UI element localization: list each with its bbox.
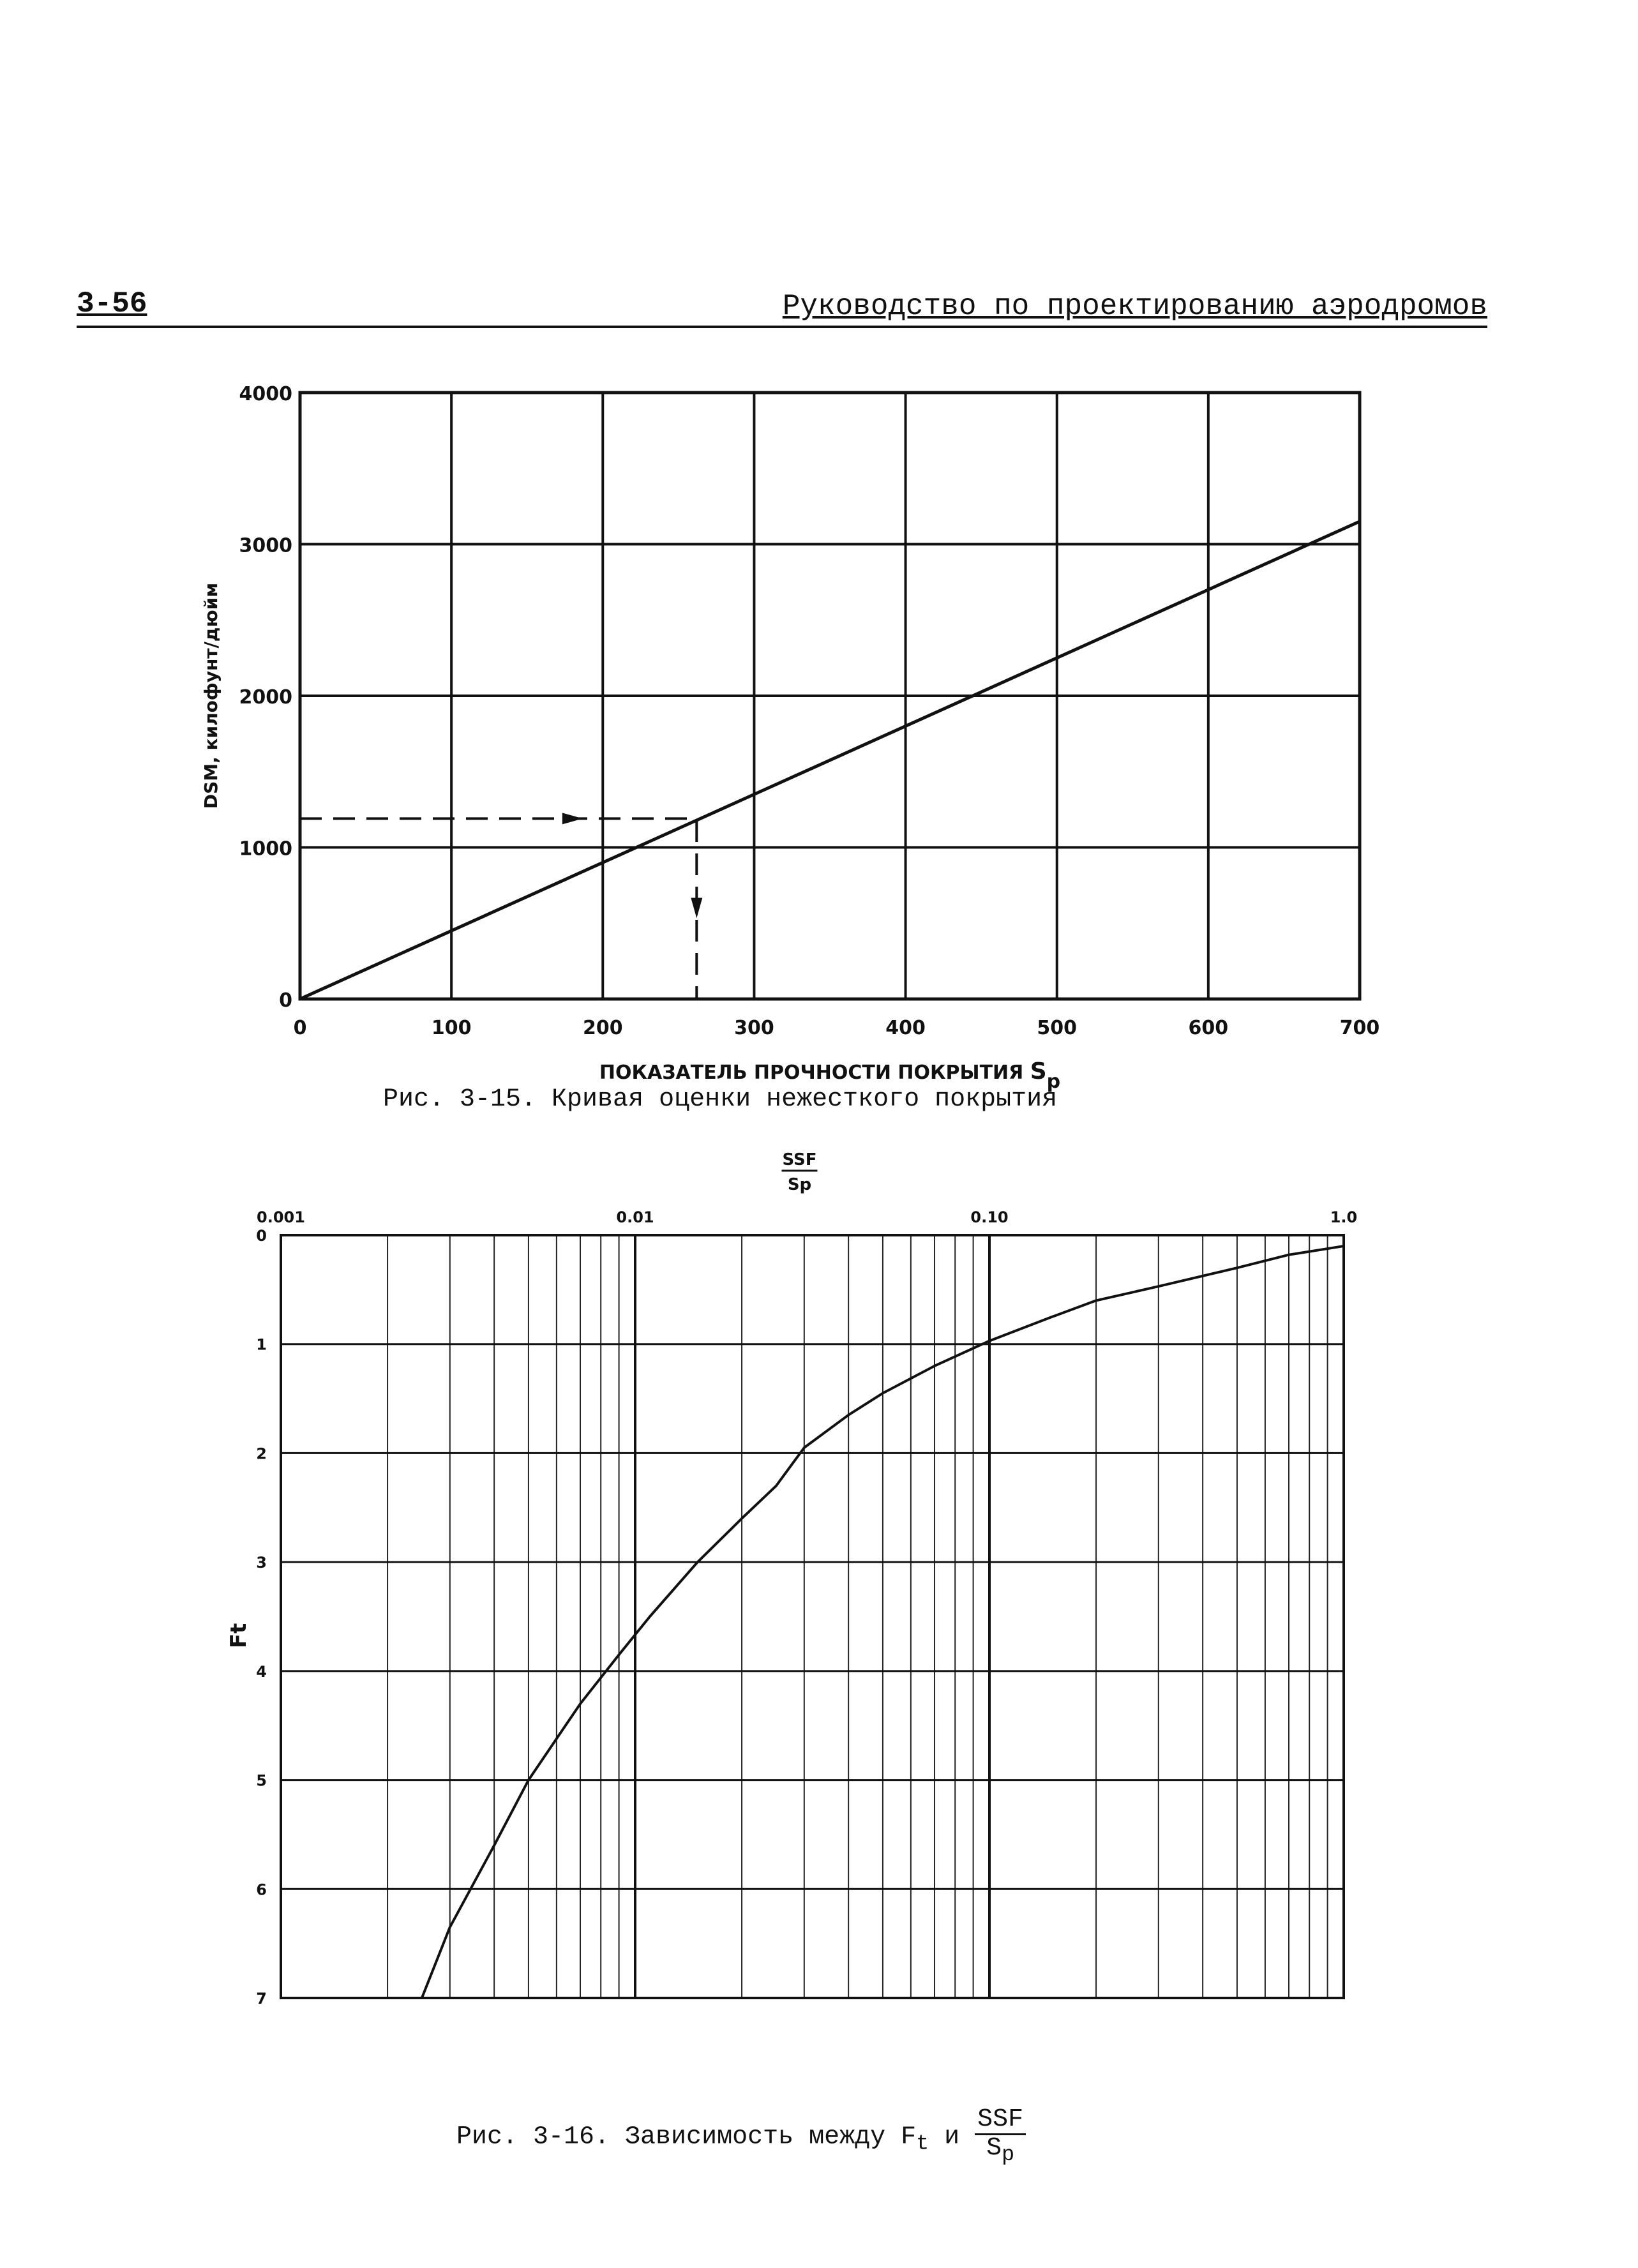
caption-316-mid: и	[929, 2122, 975, 2152]
caption-316-den-sub: p	[1002, 2143, 1015, 2167]
c2-ytick-1: 1	[256, 1336, 267, 1354]
c2-xtick-1: 0.01	[616, 1208, 654, 1226]
c1-arrow-right	[562, 813, 583, 825]
c1-xtick-700: 700	[1340, 1017, 1380, 1039]
c1-xlabel: ПОКАЗАТЕЛЬ ПРОЧНОСТИ ПОКРЫТИЯ Sp	[599, 1058, 1060, 1093]
figure-caption-3-16: Рис. 3-16. Зависимость между Ft и SSF Sp	[456, 2107, 1026, 2167]
c2-series-curve	[420, 1245, 1344, 1999]
caption-316-fraction: SSF Sp	[975, 2107, 1026, 2167]
c1-ytick-1000: 1000	[239, 838, 293, 860]
page-header: 3-56 Руководство по проектированию аэрод…	[77, 281, 1487, 328]
caption-316-prefix: Рис. 3-16. Зависимость между F	[456, 2122, 917, 2152]
c1-arrow-down	[691, 897, 703, 919]
c2-xtick-0: 0.001	[257, 1208, 305, 1226]
c1-ytick-3000: 3000	[239, 535, 293, 557]
c2-plot-frame	[280, 1234, 1345, 1999]
c1-xtick-600: 600	[1189, 1017, 1229, 1039]
c1-ytick-0: 0	[279, 989, 292, 1012]
c2-xlabel-numerator: SSF	[782, 1150, 816, 1169]
c2-ytick-5: 5	[256, 1772, 267, 1790]
c2-ytick-4: 4	[256, 1663, 267, 1681]
c2-ytick-3: 3	[256, 1554, 267, 1572]
page-number: 3-56	[77, 287, 147, 320]
c1-xtick-0: 0	[294, 1017, 307, 1039]
c1-xtick-100: 100	[432, 1017, 472, 1039]
c2-ytick-0: 0	[256, 1227, 267, 1245]
caption-316-numerator: SSF	[975, 2107, 1026, 2135]
c2-ytick-2: 2	[256, 1445, 267, 1462]
c1-series-line	[299, 520, 1361, 1001]
c1-xtick-400: 400	[885, 1017, 926, 1039]
c2-ytick-7: 7	[256, 1990, 267, 2008]
c1-xtick-200: 200	[583, 1017, 623, 1039]
c2-ylabel: Ft	[226, 1623, 252, 1648]
c1-ytick-4000: 4000	[239, 383, 293, 405]
running-title: Руководство по проектированию аэродромов	[782, 290, 1487, 323]
c2-xlabel-denominator: Sp	[788, 1175, 811, 1194]
c1-plot-frame	[298, 391, 1362, 1001]
c1-ytick-2000: 2000	[239, 686, 293, 709]
c2-xtick-3: 1.0	[1330, 1208, 1358, 1226]
c1-xtick-500: 500	[1037, 1017, 1077, 1039]
c2-xtick-2: 0.10	[970, 1208, 1008, 1226]
c1-dashed-path	[300, 817, 698, 999]
c1-xtick-300: 300	[734, 1017, 774, 1039]
c2-ytick-6: 6	[256, 1881, 267, 1898]
caption-316-sub: t	[916, 2131, 929, 2156]
caption-316-den-symbol: S	[986, 2134, 1002, 2163]
caption-316-denominator: Sp	[975, 2135, 1026, 2167]
c1-ylabel: DSM, килофунт/дюйм	[200, 583, 222, 809]
figure-caption-3-15: Рис. 3-15. Кривая оценки нежесткого покр…	[383, 1085, 1058, 1114]
